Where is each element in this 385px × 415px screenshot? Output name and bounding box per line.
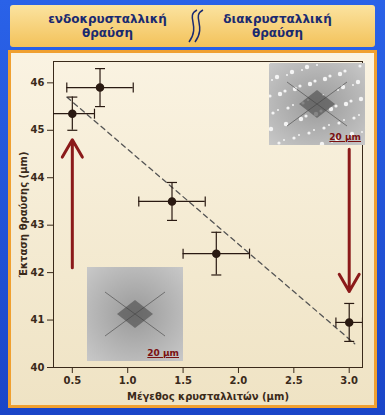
- html-text:διακρυσταλλική θραύση: διακρυσταλλική θραύση: [223, 12, 332, 40]
- svg-text:1.0: 1.0: [119, 375, 137, 386]
- svg-text:44: 44: [31, 172, 45, 183]
- svg-text:1.5: 1.5: [174, 375, 192, 386]
- html-text:20 μm: 20 μm: [147, 348, 179, 358]
- svg-text:46: 46: [31, 77, 45, 88]
- html-text:20 μm: 20 μm: [329, 132, 361, 142]
- svg-text:Έκταση θραύσης (μm): Έκταση θραύσης (μm): [18, 151, 29, 278]
- html-text:ενδοκρυσταλλική θραύση: ενδοκρυσταλλική θραύση: [48, 12, 167, 40]
- svg-text:Μέγεθος κρυσταλλιτών (μm): Μέγεθος κρυσταλλιτών (μm): [127, 391, 289, 402]
- svg-text:43: 43: [31, 219, 45, 230]
- svg-text:45: 45: [31, 124, 45, 135]
- svg-text:40: 40: [31, 362, 45, 373]
- svg-text:2.0: 2.0: [230, 375, 248, 386]
- svg-text:3.0: 3.0: [340, 375, 358, 386]
- svg-text:41: 41: [31, 314, 45, 325]
- svg-text:2.5: 2.5: [285, 375, 303, 386]
- svg-text:42: 42: [31, 267, 45, 278]
- svg-text:0.5: 0.5: [63, 375, 81, 386]
